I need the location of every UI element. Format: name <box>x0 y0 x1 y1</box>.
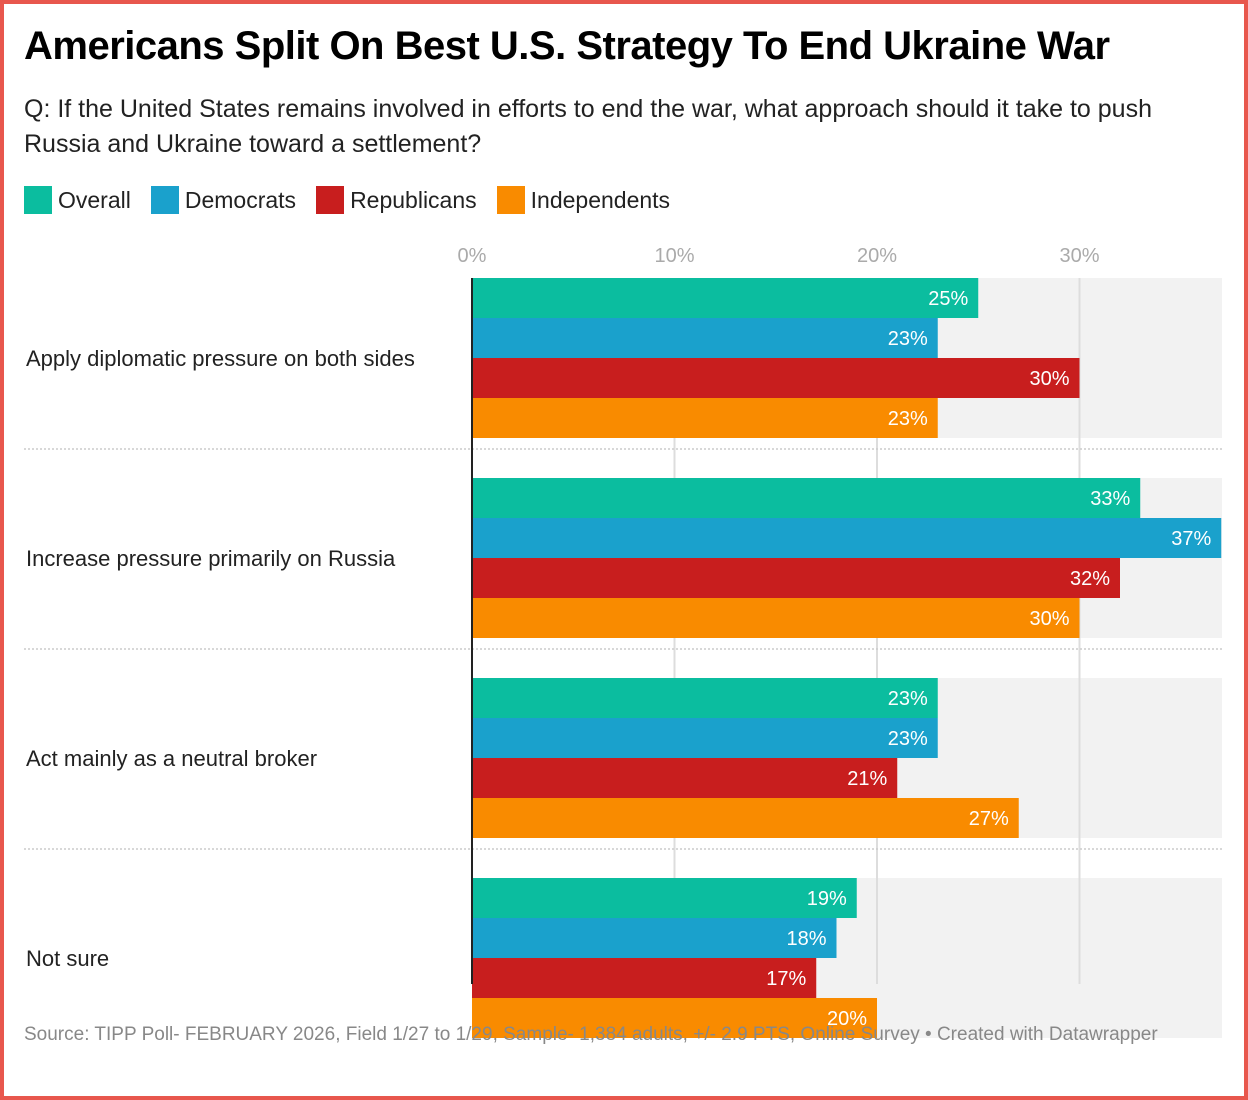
bar-value-label: 32% <box>1070 568 1110 590</box>
legend-swatch <box>24 186 52 214</box>
bar-value-label: 33% <box>1090 488 1130 510</box>
category-label: Increase pressure primarily on Russia <box>26 546 396 571</box>
bar-value-label: 19% <box>807 888 847 910</box>
bar-value-label: 21% <box>847 768 887 790</box>
legend: Overall Democrats Republicans Independents <box>24 186 690 214</box>
legend-swatch <box>496 186 525 214</box>
legend-swatch <box>316 186 345 214</box>
chart-title: Americans Split On Best U.S. Strategy To… <box>24 24 1110 68</box>
bar-independents <box>472 398 938 438</box>
category-label: Apply diplomatic pressure on both sides <box>26 346 415 371</box>
legend-label: Republicans <box>350 186 477 213</box>
bar-democrats <box>472 918 837 958</box>
bar-value-label: 30% <box>1029 368 1069 390</box>
x-tick-label: 0% <box>458 245 487 267</box>
bar-republicans <box>472 758 898 798</box>
bar-republicans <box>472 558 1120 598</box>
bar-independents <box>472 598 1080 638</box>
legend-swatch <box>150 186 179 214</box>
x-tick-label: 20% <box>857 245 897 267</box>
bar-value-label: 23% <box>888 328 928 350</box>
source-note: Source: TIPP Poll- FEBRUARY 2026, Field … <box>24 1024 1158 1045</box>
bar-overall <box>472 278 979 318</box>
bar-value-label: 23% <box>888 688 928 710</box>
bar-democrats <box>472 518 1222 558</box>
bar-value-label: 18% <box>786 928 826 950</box>
bar-value-label: 27% <box>969 808 1009 830</box>
bar-value-label: 30% <box>1029 608 1069 630</box>
bar-democrats <box>472 718 938 758</box>
bar-democrats <box>472 318 938 358</box>
bar-value-label: 37% <box>1171 528 1211 550</box>
legend-item-democrats: Democrats <box>150 186 297 214</box>
bar-republicans <box>472 958 817 998</box>
bar-overall <box>472 678 938 718</box>
bar-value-label: 23% <box>888 728 928 750</box>
legend-label: Democrats <box>184 186 297 213</box>
bar-value-label: 17% <box>766 968 806 990</box>
x-tick-label: 10% <box>654 245 694 267</box>
bar-overall <box>472 478 1141 518</box>
category-label: Not sure <box>26 946 109 971</box>
bar-republicans <box>472 358 1080 398</box>
bar-value-label: 20% <box>827 1008 867 1030</box>
legend-item-republicans: Republicans <box>316 186 477 214</box>
category-label: Act mainly as a neutral broker <box>26 746 317 771</box>
legend-label: Independents <box>530 186 671 213</box>
chart-subtitle: Q: If the United States remains involved… <box>24 95 1152 158</box>
bar-value-label: 23% <box>888 408 928 430</box>
legend-label: Overall <box>58 186 131 213</box>
legend-item-independents: Independents <box>496 186 671 214</box>
x-tick-label: 30% <box>1059 245 1099 267</box>
bar-independents <box>472 998 877 1038</box>
legend-item-overall: Overall <box>24 186 131 214</box>
bar-independents <box>472 798 1019 838</box>
bar-overall <box>472 878 857 918</box>
bar-value-label: 25% <box>928 288 968 310</box>
